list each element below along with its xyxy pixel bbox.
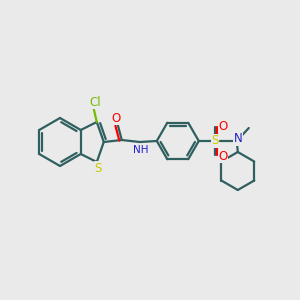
Text: O: O <box>218 149 227 163</box>
Text: N: N <box>233 133 242 146</box>
Text: S: S <box>94 161 101 175</box>
Text: NH: NH <box>133 145 148 155</box>
Text: O: O <box>111 112 120 124</box>
Text: Cl: Cl <box>89 95 100 109</box>
Text: S: S <box>211 134 218 148</box>
Text: O: O <box>218 119 227 133</box>
